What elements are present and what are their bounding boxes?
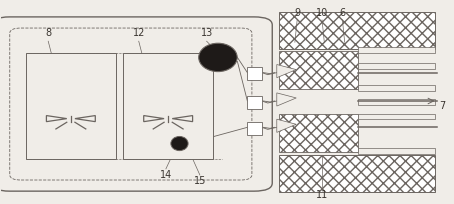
Bar <box>279 12 435 49</box>
Bar <box>279 114 358 152</box>
Polygon shape <box>277 93 296 106</box>
Bar <box>247 95 262 109</box>
Bar <box>247 122 262 135</box>
Text: 11: 11 <box>316 190 328 200</box>
Text: 15: 15 <box>194 176 206 186</box>
Bar <box>25 53 116 159</box>
Bar <box>358 148 435 154</box>
Text: 9: 9 <box>294 8 300 18</box>
Bar <box>358 85 435 91</box>
Bar <box>358 114 435 119</box>
Text: 10: 10 <box>316 8 328 18</box>
Bar <box>123 53 213 159</box>
Polygon shape <box>277 119 296 132</box>
FancyBboxPatch shape <box>0 17 272 191</box>
Text: 8: 8 <box>45 28 51 38</box>
Bar <box>279 155 435 192</box>
Bar <box>358 47 435 53</box>
Text: 13: 13 <box>201 28 213 38</box>
Ellipse shape <box>171 136 188 151</box>
Text: 12: 12 <box>133 28 145 38</box>
Text: 14: 14 <box>160 170 172 180</box>
Ellipse shape <box>199 43 237 72</box>
Bar <box>279 51 358 89</box>
Bar <box>358 63 435 69</box>
Bar <box>247 67 262 80</box>
Text: 6: 6 <box>339 8 345 18</box>
Text: 7: 7 <box>439 101 445 111</box>
Bar <box>358 99 435 105</box>
Polygon shape <box>277 64 296 78</box>
